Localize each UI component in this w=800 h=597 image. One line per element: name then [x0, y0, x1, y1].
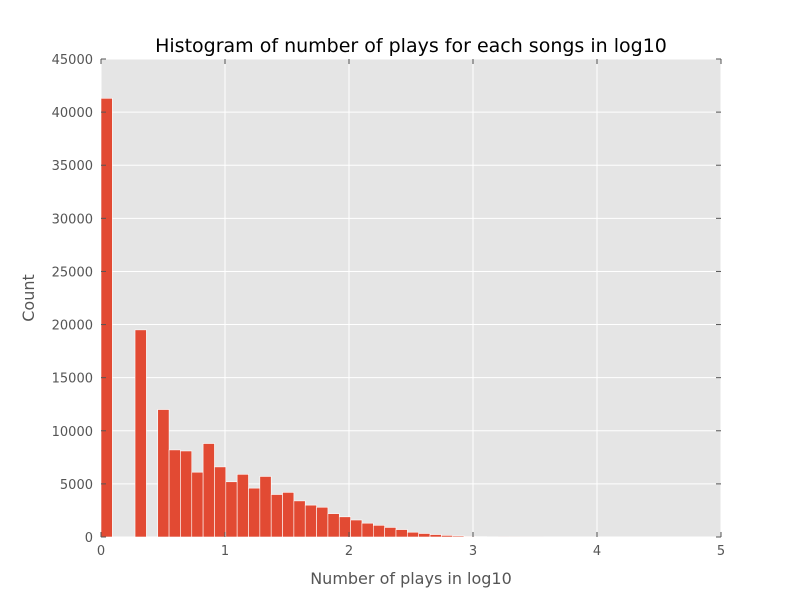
- histogram-bar: [270, 494, 283, 538]
- y-tick-label: 40000: [52, 106, 93, 121]
- histogram-bar: [259, 476, 272, 538]
- plot-background: [101, 59, 721, 537]
- histogram-bar: [168, 449, 181, 538]
- histogram-bar: [384, 527, 397, 538]
- x-tick-label: 4: [593, 544, 601, 559]
- x-tick-label: 0: [97, 544, 105, 559]
- histogram-bar: [441, 535, 454, 538]
- y-axis-label: Count: [19, 274, 38, 322]
- histogram-bar: [282, 492, 295, 538]
- histogram-bar: [316, 506, 329, 538]
- y-tick-label: 15000: [52, 372, 93, 387]
- y-tick-label: 45000: [52, 53, 93, 68]
- histogram-bar: [350, 519, 363, 538]
- histogram-bar: [452, 535, 465, 538]
- histogram-bar: [418, 533, 431, 538]
- x-tick-label: 2: [345, 544, 353, 559]
- histogram-bar: [191, 471, 204, 538]
- x-tick-label: 3: [469, 544, 477, 559]
- chart-title: Histogram of number of plays for each so…: [155, 35, 667, 57]
- histogram-bar: [248, 487, 261, 538]
- histogram-bar: [395, 529, 408, 538]
- y-tick-label: 20000: [52, 319, 93, 334]
- y-tick-label: 0: [85, 531, 93, 546]
- histogram-bar: [361, 522, 374, 538]
- histogram-bar: [157, 409, 170, 538]
- y-tick-label: 35000: [52, 159, 93, 174]
- histogram-bar: [407, 531, 419, 538]
- histogram-bar: [304, 504, 317, 538]
- x-axis-label: Number of plays in log10: [310, 569, 512, 588]
- x-tick-label: 1: [221, 544, 229, 559]
- histogram-bar: [180, 450, 193, 538]
- histogram-bar: [225, 481, 238, 538]
- histogram-bar: [134, 329, 147, 538]
- bars: [100, 98, 544, 538]
- y-tick-label: 5000: [60, 478, 93, 493]
- histogram-bar: [236, 474, 249, 538]
- axis-ticks: 0 5000 10000 15000 20000 25000 30000 35000 40000…: [52, 53, 726, 559]
- x-tick-label: 5: [717, 544, 725, 559]
- y-tick-label: 30000: [52, 212, 93, 227]
- y-tick-label: 25000: [52, 265, 93, 280]
- histogram-bar: [373, 525, 385, 538]
- histogram-bar: [463, 536, 476, 538]
- y-tick-label: 10000: [52, 425, 93, 440]
- histogram-bar: [214, 466, 227, 538]
- histogram-bar: [327, 513, 340, 538]
- histogram-bar: [429, 534, 442, 538]
- histogram-bar: [202, 443, 215, 538]
- histogram-bar: [293, 500, 306, 538]
- histogram-bar: [100, 98, 113, 538]
